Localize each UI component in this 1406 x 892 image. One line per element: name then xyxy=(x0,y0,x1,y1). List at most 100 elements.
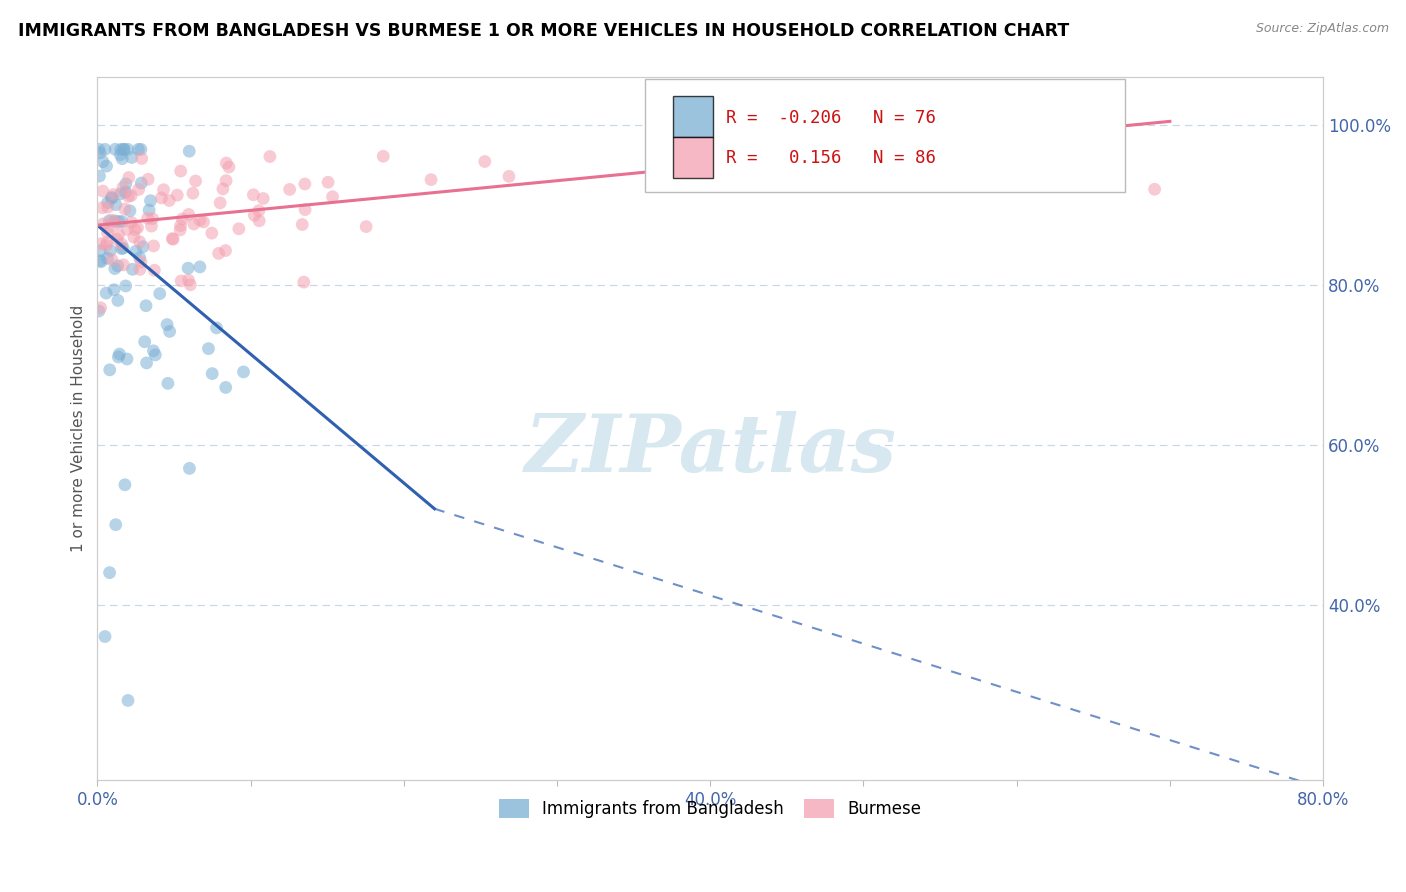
Point xyxy=(141,219,163,234)
Point xyxy=(112,241,135,255)
Point xyxy=(169,219,191,233)
Point xyxy=(291,218,314,232)
Point xyxy=(124,222,146,236)
Point xyxy=(259,149,281,163)
Point xyxy=(177,261,200,276)
Point xyxy=(128,235,150,249)
Point xyxy=(111,214,134,228)
Point xyxy=(142,239,165,253)
Point xyxy=(105,232,128,246)
Point xyxy=(97,200,120,214)
Point xyxy=(212,182,235,196)
Point xyxy=(242,187,264,202)
Point xyxy=(243,208,266,222)
Point xyxy=(104,214,127,228)
Point xyxy=(139,194,162,208)
Point xyxy=(121,262,143,277)
Point xyxy=(111,180,134,194)
Point xyxy=(111,237,134,252)
Point xyxy=(110,186,132,201)
Point xyxy=(94,630,117,644)
FancyBboxPatch shape xyxy=(645,78,1125,192)
Point xyxy=(172,212,194,227)
Point xyxy=(115,351,138,366)
Point xyxy=(131,176,153,190)
Point xyxy=(118,170,141,185)
Point xyxy=(104,261,127,276)
Point xyxy=(117,189,139,203)
Point xyxy=(170,274,193,288)
Point xyxy=(112,258,135,272)
Point xyxy=(104,197,127,211)
Y-axis label: 1 or more Vehicles in Household: 1 or more Vehicles in Household xyxy=(72,305,86,552)
Point xyxy=(89,169,111,183)
Text: R =  -0.206   N = 76: R = -0.206 N = 76 xyxy=(725,109,936,127)
Point xyxy=(96,159,118,173)
Point xyxy=(141,211,163,226)
Point xyxy=(128,251,150,265)
Point xyxy=(94,142,117,156)
FancyBboxPatch shape xyxy=(673,137,713,178)
Point xyxy=(110,142,132,156)
Point xyxy=(121,151,143,165)
Point xyxy=(104,517,127,532)
Point xyxy=(90,301,112,315)
Point xyxy=(120,188,142,202)
Point xyxy=(98,244,121,258)
Point xyxy=(232,365,254,379)
Point xyxy=(152,183,174,197)
Point xyxy=(292,275,315,289)
Point xyxy=(101,190,124,204)
Point xyxy=(87,142,110,156)
Point xyxy=(96,238,118,252)
Point xyxy=(193,215,215,229)
Point xyxy=(114,177,136,191)
Point xyxy=(98,566,121,580)
Point xyxy=(252,192,274,206)
Point xyxy=(134,334,156,349)
Point xyxy=(94,286,117,301)
Point xyxy=(107,259,129,273)
Point xyxy=(114,202,136,216)
Point xyxy=(215,380,238,394)
Point xyxy=(125,244,148,259)
Point xyxy=(136,211,159,226)
Point xyxy=(105,216,128,230)
Point xyxy=(89,253,111,268)
Point xyxy=(169,223,191,237)
Point xyxy=(170,164,193,178)
Point xyxy=(129,255,152,269)
Point xyxy=(179,461,201,475)
Point xyxy=(107,293,129,308)
Point xyxy=(132,240,155,254)
Point xyxy=(179,145,201,159)
Point xyxy=(90,236,112,251)
Text: Source: ZipAtlas.com: Source: ZipAtlas.com xyxy=(1256,22,1389,36)
Point xyxy=(157,194,180,208)
Point xyxy=(100,191,122,205)
Point xyxy=(247,214,270,228)
Point xyxy=(179,277,201,292)
Point xyxy=(181,186,204,201)
Point xyxy=(97,195,120,210)
Point xyxy=(121,215,143,229)
Point xyxy=(135,299,157,313)
Point xyxy=(228,221,250,235)
Point xyxy=(214,244,236,258)
Point xyxy=(138,203,160,218)
Point xyxy=(166,188,188,202)
Point xyxy=(373,149,395,163)
Point xyxy=(294,177,316,191)
Point xyxy=(118,203,141,218)
Point xyxy=(127,220,149,235)
Point xyxy=(177,273,200,287)
Point xyxy=(143,348,166,362)
Point xyxy=(114,186,136,200)
Point xyxy=(156,376,179,391)
Point xyxy=(162,232,184,246)
Point xyxy=(247,203,270,218)
Point xyxy=(188,260,211,274)
Point xyxy=(498,169,520,184)
Point xyxy=(98,214,121,228)
Text: IMMIGRANTS FROM BANGLADESH VS BURMESE 1 OR MORE VEHICLES IN HOUSEHOLD CORRELATIO: IMMIGRANTS FROM BANGLADESH VS BURMESE 1 … xyxy=(18,22,1070,40)
